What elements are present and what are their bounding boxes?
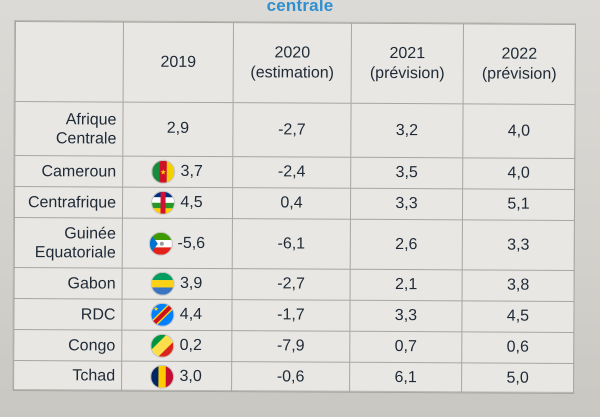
cell-2019: -5,6 xyxy=(122,218,233,269)
cell-2021: 2,6 xyxy=(350,219,463,270)
value-2019: 0,2 xyxy=(179,336,202,354)
cell-2019: 4,5 xyxy=(122,187,233,219)
row-label: Gabon xyxy=(14,267,123,300)
table-row: Tchad 3,0 -0,6 6,1 5,0 xyxy=(13,360,574,394)
value-2019: 2,9 xyxy=(166,120,190,138)
cell-2022: 4,0 xyxy=(462,103,576,159)
cell-2022: 5,1 xyxy=(462,188,575,221)
header-2022: 2022 (prévision) xyxy=(463,23,576,105)
cell-2022: 4,0 xyxy=(462,157,575,190)
cell-2021: 0,7 xyxy=(349,331,462,363)
table-row: Congo 0,2 -7,9 0,7 0,6 xyxy=(13,329,574,364)
header-2021: 2021 (prévision) xyxy=(351,23,464,104)
cameroon-flag-icon xyxy=(152,160,175,183)
cell-2020: -2,4 xyxy=(232,156,351,189)
cell-2019: 3,9 xyxy=(122,268,233,300)
table-heading: centrale xyxy=(266,0,334,15)
cell-2020: 0,4 xyxy=(232,187,351,220)
cell-2022: 0,6 xyxy=(461,331,574,364)
equatorial-guinea-flag-icon xyxy=(149,232,172,255)
header-row: 2019 2020 (estimation) 2021 (prévision) … xyxy=(15,21,576,105)
cell-2020: -2,7 xyxy=(232,268,351,301)
value-2019: 3,7 xyxy=(180,162,203,180)
car-flag-icon xyxy=(152,191,175,214)
value-2019: 3,9 xyxy=(179,274,203,292)
data-table: 2019 2020 (estimation) 2021 (prévision) … xyxy=(13,21,576,394)
cell-2020: -0,6 xyxy=(231,361,350,393)
cell-2019: 2,9 xyxy=(122,102,234,157)
row-label: Tchad xyxy=(13,360,122,392)
table-row: Gabon 3,9 -2,7 2,1 3,8 xyxy=(14,267,575,302)
cell-2021: 3,5 xyxy=(350,157,463,189)
header-2020: 2020 (estimation) xyxy=(233,22,352,104)
cell-2021: 3,3 xyxy=(350,188,463,220)
congo-flag-icon xyxy=(151,334,174,357)
gabon-flag-icon xyxy=(151,272,175,295)
cell-2020: -1,7 xyxy=(231,299,351,332)
table-row: Cameroun 3,7 -2,4 3,5 4,0 xyxy=(14,155,575,190)
table-row: Centrafrique 4,5 0,4 3,3 5,1 xyxy=(14,186,575,221)
cell-2021: 2,1 xyxy=(350,269,463,301)
row-label: Centrafrique xyxy=(14,186,123,219)
row-label: Guinée Equatoriale xyxy=(14,217,123,269)
cell-2019: 4,4 xyxy=(121,299,233,331)
cell-2022: 3,3 xyxy=(462,219,575,271)
header-country xyxy=(15,21,124,103)
cell-2020: -6,1 xyxy=(232,218,351,270)
chad-flag-icon xyxy=(151,365,174,388)
row-label: Cameroun xyxy=(14,155,123,188)
table-row: RDC 4,4 -1,7 3,3 4,5 xyxy=(13,298,575,333)
row-label: Congo xyxy=(13,329,122,362)
table-row: Afrique Centrale 2,9 -2,7 3,2 4,0 xyxy=(14,101,576,159)
cell-2020: -2,7 xyxy=(232,102,352,158)
table-row: Guinée Equatoriale -5,6 -6,1 2,6 3,3 xyxy=(14,217,575,271)
cell-2020: -7,9 xyxy=(231,330,350,363)
cell-2021: 3,2 xyxy=(350,103,464,158)
row-label: Afrique Centrale xyxy=(14,101,124,157)
cell-2019: 3,0 xyxy=(121,361,232,392)
cell-2021: 6,1 xyxy=(349,362,462,393)
value-2019: 3,0 xyxy=(179,367,202,385)
cell-2022: 3,8 xyxy=(462,269,575,302)
value-2019: 4,4 xyxy=(179,305,203,323)
row-label: RDC xyxy=(13,298,123,331)
cell-2022: 5,0 xyxy=(461,362,574,394)
cell-2019: 3,7 xyxy=(122,156,233,188)
cell-2022: 4,5 xyxy=(461,300,575,333)
drc-flag-icon xyxy=(151,303,174,326)
header-2019: 2019 xyxy=(123,22,234,103)
value-2019: -5,6 xyxy=(177,234,206,252)
cell-2021: 3,3 xyxy=(349,300,463,332)
value-2019: 4,5 xyxy=(180,193,203,211)
growth-table: 2019 2020 (estimation) 2021 (prévision) … xyxy=(12,20,576,394)
cell-2019: 0,2 xyxy=(121,330,232,362)
